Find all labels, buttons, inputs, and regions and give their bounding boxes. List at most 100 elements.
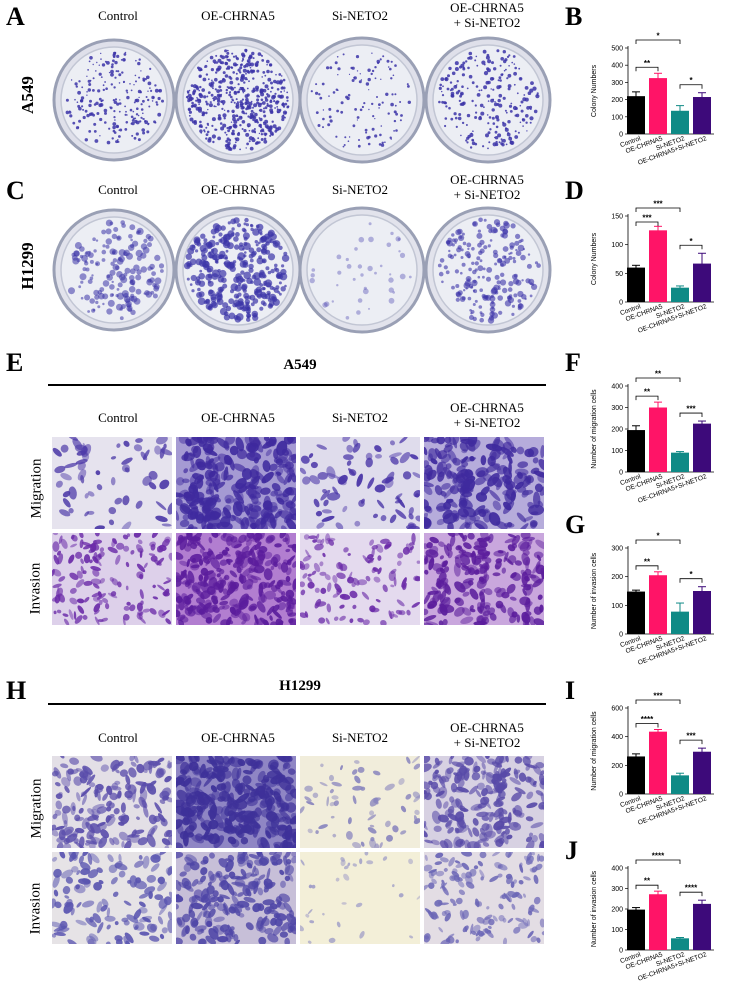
micro-h-mig-combo xyxy=(424,756,544,848)
y-tick-label: 200 xyxy=(611,427,623,434)
bar-0 xyxy=(627,96,645,134)
bar-chart-j: Number of invasion cells0100200300400Con… xyxy=(591,852,714,983)
micro-e-mig-si xyxy=(300,437,420,529)
significance-label: ** xyxy=(644,877,651,886)
col-label-si-h: Si-NETO2 xyxy=(331,730,389,745)
significance-bracket xyxy=(679,84,703,89)
y-tick-label: 400 xyxy=(611,63,623,70)
micro-h-inv-control xyxy=(52,852,172,944)
bar-0 xyxy=(627,591,645,634)
y-tick-label: 300 xyxy=(611,546,623,553)
y-axis-label: Colony Numbers xyxy=(591,64,598,117)
col-label-oe-c: OE-CHRNA5 xyxy=(201,182,275,197)
significance-label: ** xyxy=(644,557,651,566)
significance-bracket xyxy=(635,377,681,382)
panel-letter-j: J xyxy=(565,836,578,865)
bar-0 xyxy=(627,430,645,472)
significance-bracket xyxy=(679,412,703,418)
y-tick-label: 150 xyxy=(611,214,623,221)
dish-combo xyxy=(424,36,552,164)
col-label-control-c: Control xyxy=(98,182,138,197)
bar-chart-d: Colony Numbers050100150ControlOE-CHRNA5S… xyxy=(591,200,714,335)
col-label-combo-e: OE-CHRNA5 + Si-NETO2 xyxy=(450,400,524,430)
bar-2 xyxy=(671,287,689,302)
bar-chart-g: Number of invasion cells0100200300Contro… xyxy=(591,532,714,667)
significance-label: *** xyxy=(653,692,663,701)
bar-1 xyxy=(649,78,667,134)
dish-row-a549 xyxy=(52,36,552,164)
significance-bracket xyxy=(635,207,681,212)
col-label-combo-c: OE-CHRNA5 + Si-NETO2 xyxy=(450,172,524,202)
bar-chart-i: Number of migration cells0200400600Contr… xyxy=(591,692,714,827)
significance-bracket xyxy=(679,244,703,250)
divider-h1299 xyxy=(48,703,546,705)
significance-bracket xyxy=(635,884,659,890)
micro-e-inv-oe xyxy=(176,533,296,625)
col-label-control-e: Control xyxy=(98,410,138,425)
dish-row-h1299 xyxy=(52,206,552,334)
bar-chart-f: Number of migration cells0100200300400Co… xyxy=(591,370,714,505)
y-axis-label: Number of invasion cells xyxy=(591,870,598,947)
bar-1 xyxy=(649,575,667,634)
y-axis-label: Number of invasion cells xyxy=(591,552,598,629)
significance-label: * xyxy=(656,32,660,41)
y-tick-label: 0 xyxy=(619,632,623,639)
y-tick-label: 100 xyxy=(611,242,623,249)
y-tick-label: 0 xyxy=(619,132,623,139)
micro-h-mig-si xyxy=(300,756,420,848)
col-label-si: Si-NETO2 xyxy=(331,8,389,23)
significance-label: *** xyxy=(686,732,696,741)
significance-bracket xyxy=(635,723,659,728)
significance-bracket xyxy=(635,539,681,544)
dish-combo-c xyxy=(424,206,552,334)
micro-h-inv-combo xyxy=(424,852,544,944)
bar-chart-b: Colony Numbers0100200300400500ControlOE-… xyxy=(591,32,714,167)
row-label-invasion-h: Invasion xyxy=(27,882,44,935)
y-tick-label: 300 xyxy=(611,405,623,412)
bar-0 xyxy=(627,909,645,950)
row-label-a549: A549 xyxy=(18,76,37,114)
bar-3 xyxy=(693,263,711,302)
row-label-migration-h: Migration xyxy=(28,778,45,839)
col-label-si-e: Si-NETO2 xyxy=(331,410,389,425)
y-tick-label: 0 xyxy=(619,792,623,799)
panel-letter-i: I xyxy=(565,676,576,705)
bar-1 xyxy=(649,731,667,794)
significance-label: *** xyxy=(642,214,652,223)
row-label-invasion-e: Invasion xyxy=(27,562,44,615)
bar-1 xyxy=(649,230,667,302)
row-label-h1299: H1299 xyxy=(18,242,37,290)
significance-label: ** xyxy=(644,59,651,68)
significance-label: * xyxy=(689,570,693,579)
dish-oe xyxy=(174,36,302,164)
significance-label: * xyxy=(656,532,660,541)
panel-letter-b: B xyxy=(565,2,583,31)
col-label-control: Control xyxy=(98,8,138,23)
significance-label: ** xyxy=(644,388,651,397)
y-tick-label: 300 xyxy=(611,886,623,893)
significance-bracket xyxy=(635,221,659,226)
y-tick-label: 100 xyxy=(611,114,623,121)
col-label-combo-h: OE-CHRNA5 + Si-NETO2 xyxy=(450,720,524,750)
micro-e-mig-combo xyxy=(424,437,544,529)
y-tick-label: 300 xyxy=(611,80,623,87)
bar-3 xyxy=(693,903,711,950)
y-axis-label: Number of migration cells xyxy=(591,389,598,469)
bar-3 xyxy=(693,423,711,472)
significance-label: **** xyxy=(685,884,698,893)
significance-label: * xyxy=(689,76,693,85)
col-label-oe-h: OE-CHRNA5 xyxy=(201,730,275,745)
panel-letter-h: H xyxy=(6,676,27,705)
panel-letter-e: E xyxy=(6,348,24,377)
y-tick-label: 100 xyxy=(611,603,623,610)
significance-bracket xyxy=(679,891,703,897)
y-axis-label: Colony Numbers xyxy=(591,232,598,285)
micro-h-mig-oe xyxy=(176,756,296,848)
micro-e-mig-oe xyxy=(176,437,296,529)
col-label-oe: OE-CHRNA5 xyxy=(201,8,275,23)
y-tick-label: 400 xyxy=(611,734,623,741)
bar-3 xyxy=(693,97,711,134)
bar-0 xyxy=(627,756,645,794)
y-tick-label: 600 xyxy=(611,706,623,713)
dish-control xyxy=(52,38,176,162)
